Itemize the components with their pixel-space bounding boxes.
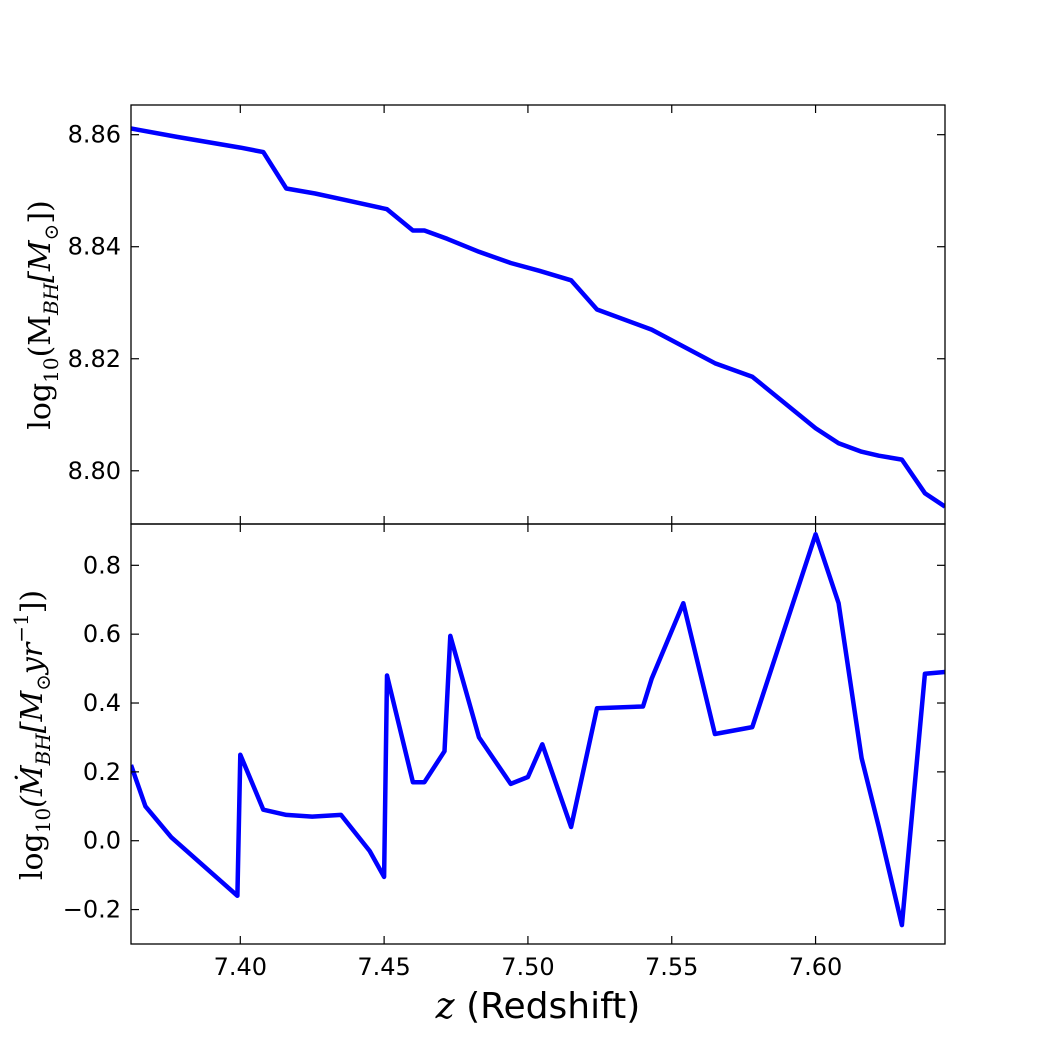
top-panel: 8.80 8.82 8.84 8.86	[68, 104, 946, 525]
bottom-series-line	[131, 532, 945, 928]
top-ytick-label: 8.84	[68, 233, 121, 261]
top-ylabel: log10(MBH[M⊙])	[23, 200, 63, 430]
bottom-ytick-label: −0.2	[63, 896, 121, 924]
bottom-ytick-label: 0.2	[83, 758, 121, 786]
bottom-ytick-label: 0.0	[83, 827, 121, 855]
xtick-label: 7.55	[645, 953, 698, 981]
bottom-panel: −0.2 0.0 0.2 0.4 0.6 0.8 7.40 7.45 7.50 7.55 7.60	[63, 523, 946, 981]
top-ytick-label: 8.82	[68, 345, 121, 373]
xtick-label: 7.45	[357, 953, 410, 981]
top-axes-frame	[130, 104, 946, 525]
top-series-line	[131, 126, 945, 509]
xtick-label: 7.50	[501, 953, 554, 981]
top-ytick-label: 8.80	[68, 457, 121, 485]
xtick-label: 7.60	[789, 953, 842, 981]
bottom-axes-frame	[130, 523, 946, 945]
bottom-ylabel: log10(ṀBH[M⊙yr−1])	[9, 590, 55, 880]
top-ytick-label: 8.86	[68, 121, 121, 149]
bottom-ytick-label: 0.6	[83, 620, 121, 648]
bottom-ytick-label: 0.8	[83, 551, 121, 579]
bottom-ytick-label: 0.4	[83, 689, 121, 717]
x-axis-label: z (Redshift)	[435, 986, 641, 1027]
xtick-label: 7.40	[214, 953, 267, 981]
